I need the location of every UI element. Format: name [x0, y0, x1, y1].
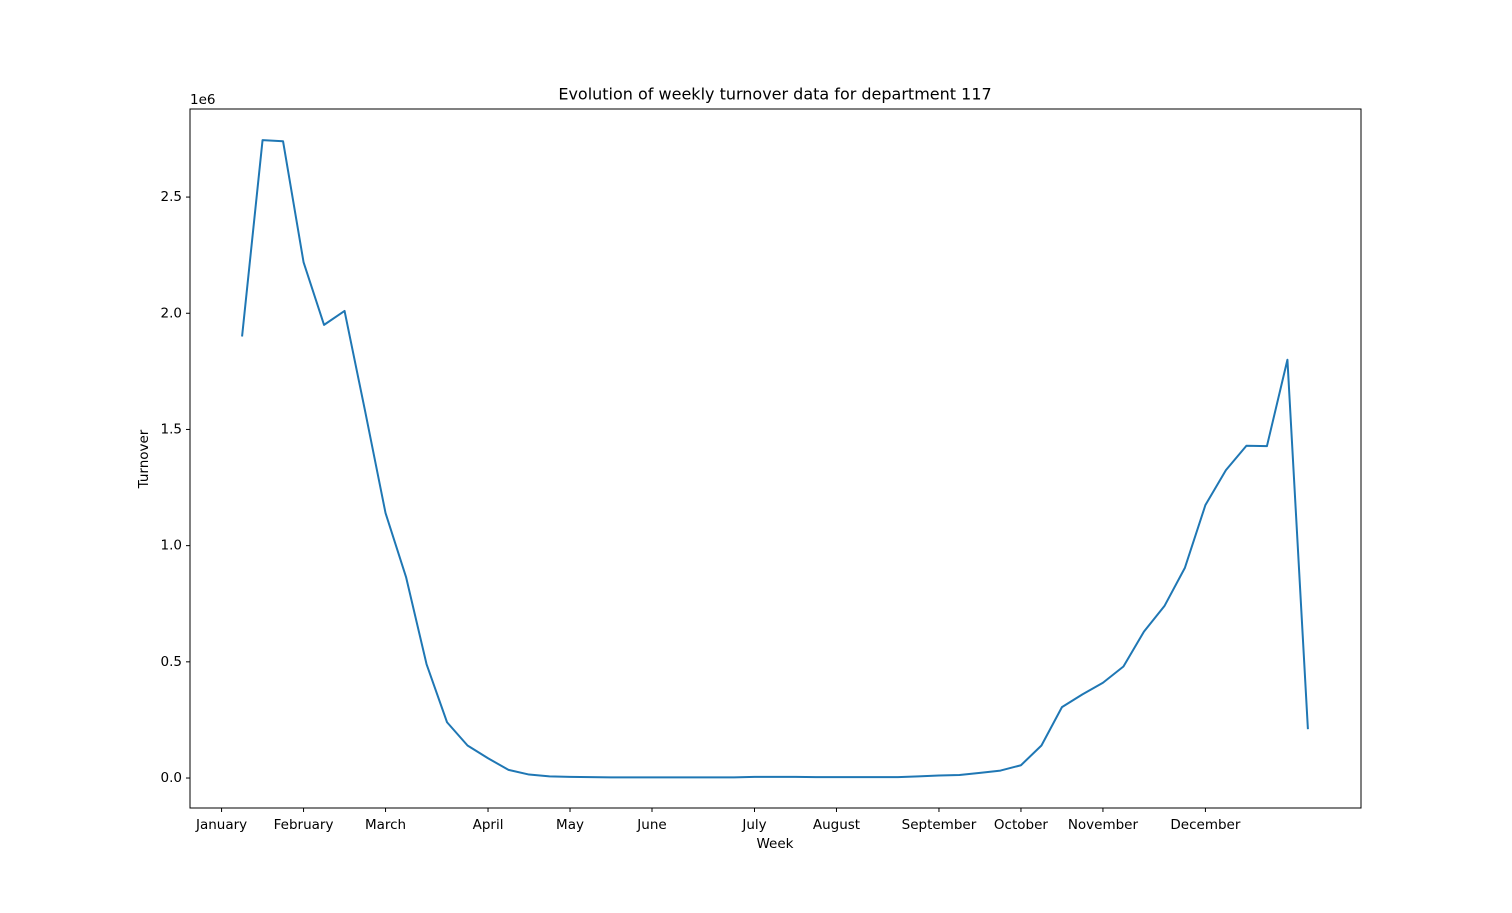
x-axis-label: Week	[757, 836, 794, 852]
data-line	[241, 139, 1309, 779]
x-tick-label: July	[741, 817, 766, 833]
x-tick-label: August	[813, 817, 860, 833]
x-tick-label: December	[1170, 817, 1240, 833]
y-axis-label: Turnover	[136, 429, 152, 489]
y-tick-label: 0.0	[161, 770, 182, 786]
x-tick-label: April	[473, 817, 504, 833]
y-tick-label: 0.5	[161, 654, 182, 670]
x-tick-label: October	[994, 817, 1048, 833]
y-tick-label: 1.5	[161, 421, 182, 437]
plot-frame	[189, 108, 1362, 809]
x-tick-label: February	[274, 817, 334, 833]
chart-title: Evolution of weekly turnover data for de…	[558, 85, 991, 104]
y-tick-label: 2.5	[161, 189, 182, 205]
y-tick-label: 2.0	[161, 305, 182, 321]
x-tick-label: May	[556, 817, 584, 833]
y-tick-label: 1.0	[161, 538, 182, 554]
x-tick-label: June	[636, 817, 666, 833]
x-tick-label: November	[1068, 817, 1139, 833]
x-tick-label: March	[365, 817, 406, 833]
x-tick-label: January	[195, 817, 247, 833]
x-tick-label: September	[902, 817, 977, 833]
y-offset-label: 1e6	[190, 92, 215, 108]
